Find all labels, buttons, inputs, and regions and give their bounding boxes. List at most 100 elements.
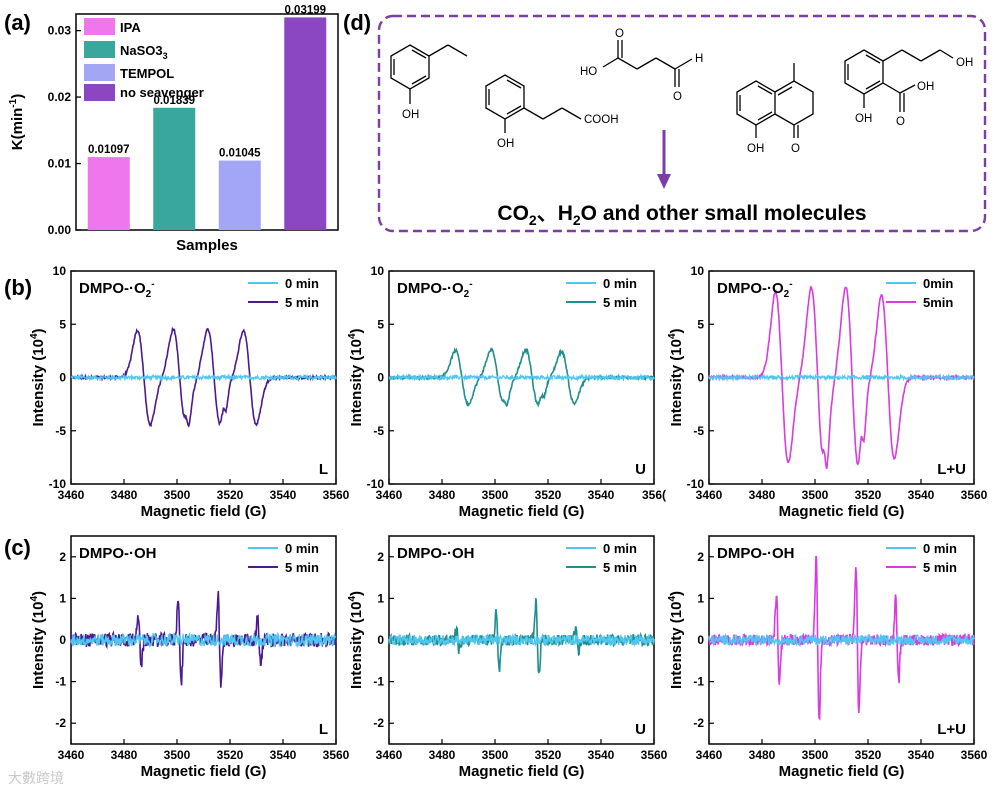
legend-label: 0 min <box>285 541 319 556</box>
panel-a-bars <box>87 17 327 230</box>
panel-a-bar-chart: (a) 0.000.010.020.03 0.010970.018390.010… <box>4 4 339 254</box>
x-tick-label: 3480 <box>111 488 138 502</box>
panel-d-dashed-box <box>377 14 987 233</box>
series-0min-line <box>708 632 975 648</box>
y-tick-label: -1 <box>373 675 384 689</box>
x-axis-label: Magnetic field (G) <box>779 763 905 780</box>
x-tick-label: 3560 <box>323 488 350 502</box>
x-tick-label: 3540 <box>270 748 297 762</box>
x-tick-label: 3520 <box>535 748 562 762</box>
x-axis-label: Magnetic field (G) <box>141 763 267 780</box>
panel-title: DMPO-·O2- <box>717 279 793 300</box>
y-tick-label: 10 <box>53 264 67 278</box>
molecule-naphthalenone <box>736 63 814 138</box>
y-tick-label: -5 <box>55 424 66 438</box>
x-tick-label: 356( <box>642 488 666 502</box>
panel-a-x-label: Samples <box>176 237 238 254</box>
atom-oh-4: OH <box>956 57 973 69</box>
legend-label: 5 min <box>285 560 319 575</box>
x-axis-label: Magnetic field (G) <box>141 503 267 520</box>
x-tick-label: 3560 <box>961 748 988 762</box>
panel-label-c: (c) <box>4 535 31 560</box>
legend-label: 0 min <box>603 276 637 291</box>
y-tick-label: 1 <box>59 591 66 605</box>
panel-title: DMPO-·OH <box>717 545 795 562</box>
panel-a-legend: IPA NaSO33 TEMPOL no seavenger <box>84 18 204 101</box>
y-tick-label: 0.03 <box>48 24 72 38</box>
molecule-ethylphenol <box>390 44 468 104</box>
condition-label: U <box>635 721 646 738</box>
panel-a-y-label: K(min-1) <box>8 94 26 150</box>
x-tick-label: 3460 <box>58 748 85 762</box>
y-axis-label: Intensity (104) <box>29 328 47 426</box>
y-tick-label: 10 <box>371 264 385 278</box>
legend-swatch-ipa <box>84 18 115 35</box>
atom-oh-2: OH <box>497 138 514 150</box>
y-tick-label: 10 <box>691 264 705 278</box>
atom-h: H <box>695 53 703 65</box>
epr-panel-b3: 3460 3480 3500 3520 3540 3560 -10 -5 0 5 10 Magneti… <box>667 264 988 520</box>
legend-label: 0min <box>923 276 953 291</box>
x-tick-label: 3500 <box>482 488 509 502</box>
x-tick-label: 3520 <box>855 488 882 502</box>
x-tick-label: 3500 <box>164 488 191 502</box>
y-tick-label: 5 <box>377 317 384 331</box>
condition-label: L <box>319 721 328 738</box>
y-tick-label: 1 <box>377 591 384 605</box>
panel-label-b: (b) <box>4 275 32 300</box>
y-tick-label: 5 <box>59 317 66 331</box>
panel-a-data-labels: 0.01097 0.01839 0.01045 0.03199 <box>88 4 326 159</box>
x-tick-label: 3480 <box>111 748 138 762</box>
molecule-oxobutanoic-acid <box>602 40 693 87</box>
y-tick-label: 0 <box>59 371 66 385</box>
x-tick-label: 3520 <box>855 748 882 762</box>
x-tick-label: 3560 <box>641 748 668 762</box>
epr-panel-c2: 3460 3480 3500 3520 3540 3560 -2 -1 0 1 2 Magnetic … <box>347 535 668 780</box>
series-5min-line <box>388 598 655 674</box>
y-tick-label: 0 <box>697 371 704 385</box>
y-tick-label: 0 <box>377 633 384 647</box>
atom-ho: HO <box>580 66 597 78</box>
y-axis-label: Intensity (104) <box>347 591 365 689</box>
x-tick-label: 3460 <box>696 748 723 762</box>
y-tick-label: 2 <box>59 550 66 564</box>
condition-label: L+U <box>937 721 966 738</box>
panel-label-a: (a) <box>4 10 31 35</box>
series-0min-line <box>388 632 655 648</box>
series-0min-line <box>708 373 975 382</box>
epr-panel-b2: 3460 3480 3500 3520 3540 356(-10 -5 0 5 10 Magneti… <box>347 264 666 520</box>
y-tick-label: 0 <box>377 371 384 385</box>
x-tick-label: 3520 <box>217 488 244 502</box>
x-tick-label: 3480 <box>429 488 456 502</box>
panel-a-frame <box>75 13 339 231</box>
panel-title: DMPO-·OH <box>397 545 475 562</box>
y-tick-label: -10 <box>49 477 67 491</box>
epr-panel-c3: 3460 3480 3500 3520 3540 3560 -2 -1 0 1 2 Magnetic … <box>667 535 988 780</box>
x-axis-label: Magnetic field (G) <box>779 503 905 520</box>
y-axis-label: Intensity (104) <box>667 328 685 426</box>
legend-label-naso3: NaSO33 <box>120 43 168 61</box>
condition-label: L <box>319 461 328 478</box>
y-tick-label: 1 <box>697 591 704 605</box>
epr-panel-c1: 3460 3480 3500 3520 3540 3560 -2 -1 0 1 2 Magnetic … <box>29 535 350 780</box>
legend-label: 5 min <box>285 295 319 310</box>
legend-swatch-naso3 <box>84 41 115 58</box>
x-tick-label: 3540 <box>588 488 615 502</box>
y-axis-label: Intensity (104) <box>667 591 685 689</box>
y-tick-label: -2 <box>55 716 66 730</box>
bar-3 <box>218 160 261 230</box>
x-tick-label: 3480 <box>429 748 456 762</box>
series-0min-line <box>70 631 337 649</box>
y-tick-label: 2 <box>697 550 704 564</box>
bar-2 <box>153 107 196 230</box>
series-0min-line <box>388 373 655 382</box>
panel-title: DMPO-·O2- <box>79 279 155 300</box>
x-tick-label: 3500 <box>802 488 829 502</box>
series-0min-line <box>70 373 337 382</box>
x-tick-label: 3540 <box>270 488 297 502</box>
x-tick-label: 3500 <box>164 748 191 762</box>
panel-title: DMPO-·O2- <box>397 279 473 300</box>
molecule-hydroxyphenylpropanoic-acid <box>485 74 582 133</box>
atom-o-1: O <box>615 28 624 40</box>
legend-label: 0 min <box>285 276 319 291</box>
